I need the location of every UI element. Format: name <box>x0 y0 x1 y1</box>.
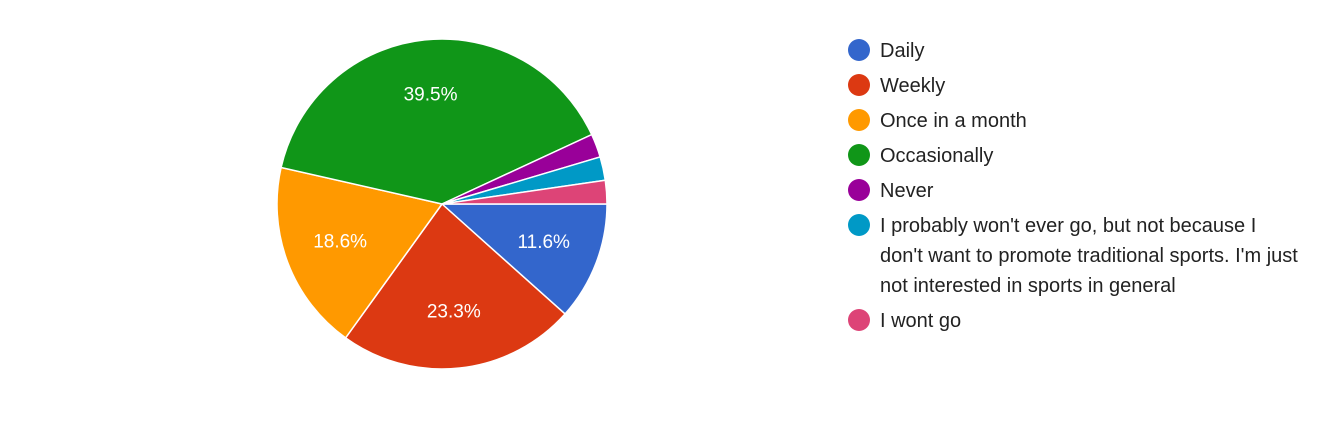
legend-item: I probably won't ever go, but not becaus… <box>848 211 1308 301</box>
legend-item: Never <box>848 176 1308 206</box>
legend-item: Weekly <box>848 71 1308 101</box>
pie-slice <box>276 166 444 339</box>
legend-label: Daily <box>880 40 925 62</box>
pie-slice <box>440 203 608 316</box>
legend-swatch <box>848 309 870 331</box>
legend-swatch <box>848 74 870 96</box>
legend-item: Once in a month <box>848 106 1308 136</box>
legend-label: Weekly <box>880 75 946 97</box>
legend-swatch <box>848 144 870 166</box>
legend-label: I probably won't ever go, but not becaus… <box>880 215 1298 297</box>
pie-slice <box>441 179 608 205</box>
legend-item: I wont go <box>848 306 1308 336</box>
slice-label: 23.3% <box>427 301 481 322</box>
slice-label: 11.6% <box>517 232 570 253</box>
chart: 11.6% 23.3% 18.6% 39.5% <box>276 38 608 370</box>
slice-label: 18.6% <box>313 232 367 253</box>
slice-label: 39.5% <box>404 85 458 106</box>
legend-label: Occasionally <box>880 145 994 167</box>
legend-item: Daily <box>848 36 1308 66</box>
legend-label: I wont go <box>880 310 962 332</box>
legend-swatch <box>848 109 870 131</box>
pie-slice <box>280 38 593 205</box>
legend-item: Occasionally <box>848 141 1308 171</box>
pie-slice <box>344 202 567 370</box>
legend-label: Never <box>880 180 934 202</box>
legend-swatch <box>848 214 870 236</box>
legend-swatch <box>848 39 870 61</box>
legend-label: Once in a month <box>880 110 1027 132</box>
legend-swatch <box>848 179 870 201</box>
legend: Daily Weekly Once in a month Occasionally Ne… <box>848 36 1308 341</box>
